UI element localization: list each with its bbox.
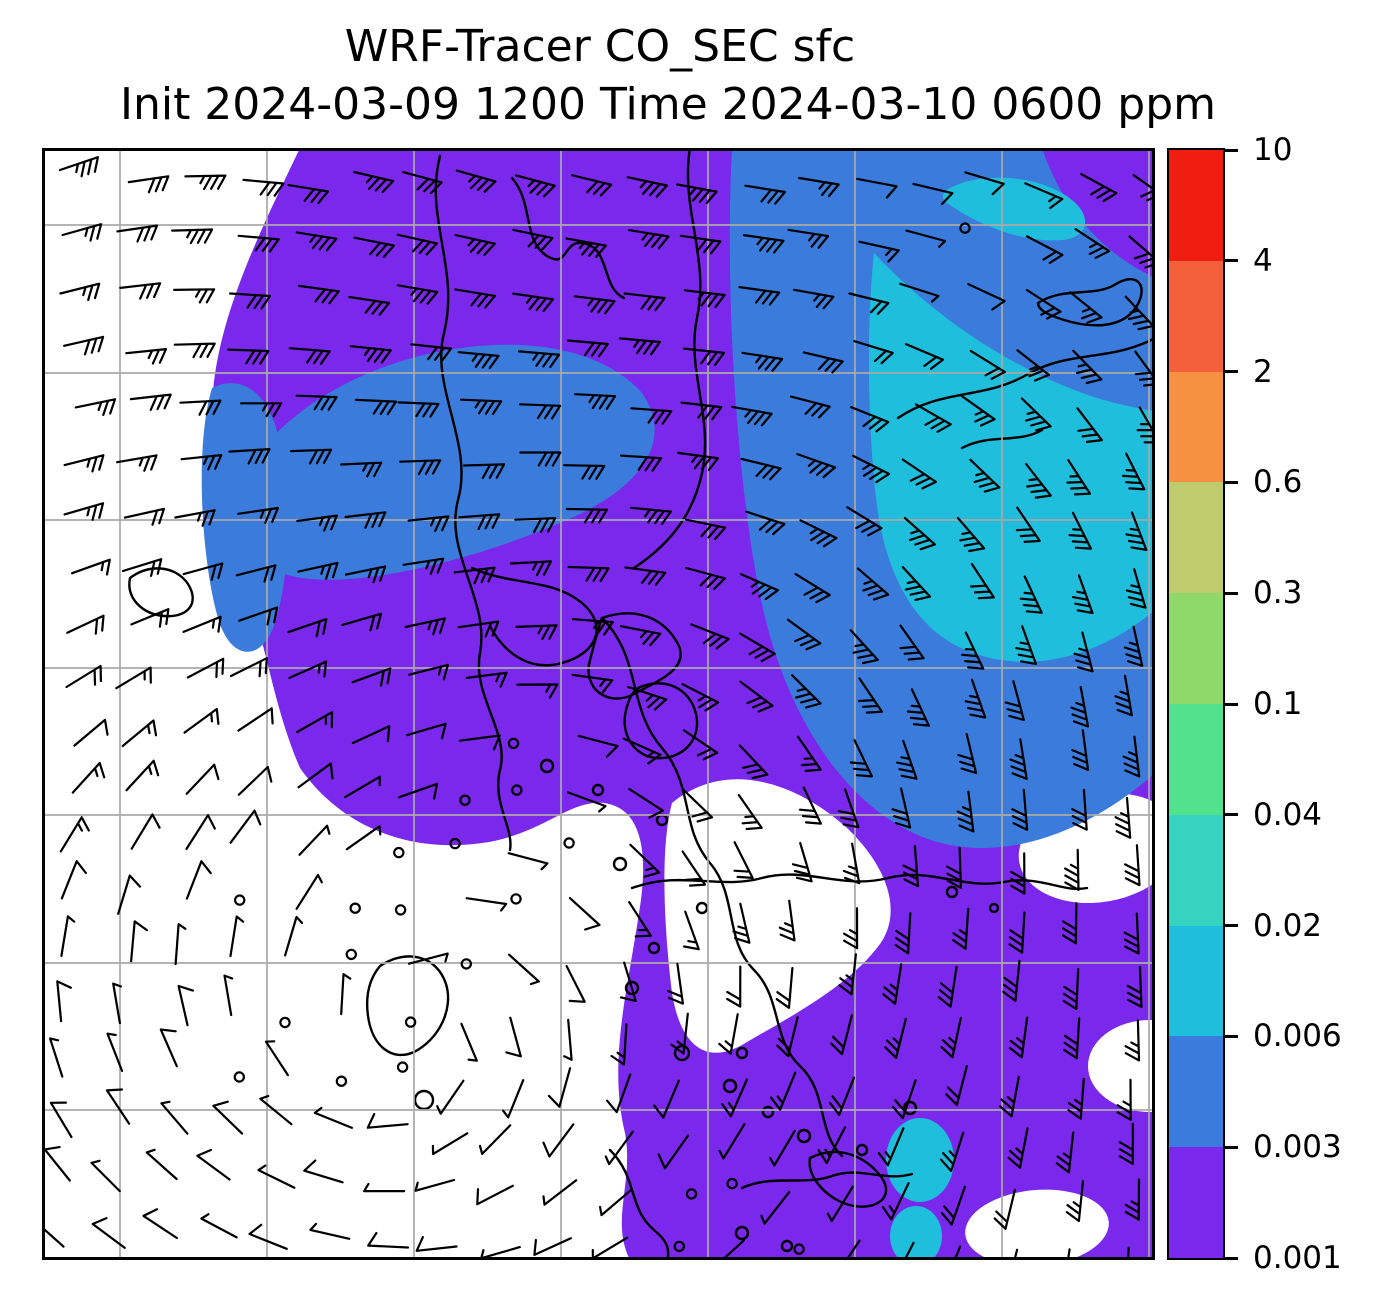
- colorbar-tick: [1225, 924, 1238, 928]
- colorbar-tick-label: 2: [1253, 353, 1273, 390]
- colorbar-segment: [1169, 1147, 1223, 1258]
- colorbar-segment: [1169, 482, 1223, 594]
- colorbar-tick-label: 4: [1253, 242, 1273, 279]
- colorbar-tick-label: 10: [1253, 132, 1293, 168]
- wind-barbs: [42, 156, 1155, 1260]
- colorbar-tick: [1225, 1145, 1238, 1149]
- colorbar-tick-label: 0.1: [1253, 686, 1303, 722]
- chart-title-line2: Init 2024-03-09 1200 Time 2024-03-10 060…: [119, 79, 1217, 130]
- colorbar-segment: [1169, 1036, 1223, 1148]
- colorbar-tick-label: 0.001: [1253, 1240, 1342, 1276]
- colorbar-tick-label: 0.3: [1253, 575, 1303, 612]
- colorbar-tick-label: 0.6: [1253, 464, 1303, 501]
- colorbar-tick: [1225, 259, 1238, 263]
- colorbar-tick: [1225, 702, 1238, 706]
- colorbar-tick: [1225, 591, 1238, 595]
- colorbar-tick-label: 0.003: [1253, 1129, 1342, 1166]
- colorbar-tick-label: 0.006: [1253, 1018, 1342, 1055]
- colorbar-tick-labels: 0.001 0.003 0.006 0.02 0.04 0.1 0.3 0.6 2 4 10: [1225, 132, 1398, 1276]
- gridlines: [42, 148, 1155, 1260]
- colorbar: [1167, 148, 1225, 1260]
- colorbar-tick: [1225, 1034, 1238, 1038]
- colorbar-segment: [1169, 814, 1223, 926]
- coastlines: [128, 148, 1155, 1260]
- colorbar-segment: [1169, 593, 1223, 704]
- colorbar-tick: [1225, 148, 1238, 152]
- colorbar-segment: [1169, 925, 1223, 1037]
- colorbar-segment: [1169, 703, 1223, 815]
- colorbar-tick: [1225, 370, 1238, 374]
- map-plot: [42, 148, 1155, 1260]
- colorbar-segment: [1169, 260, 1223, 372]
- colorbar-tick-label: 0.02: [1253, 907, 1323, 944]
- colorbar-segment: [1169, 371, 1223, 483]
- colorbar-tick: [1225, 813, 1238, 817]
- colorbar-tick: [1225, 480, 1238, 484]
- chart-title-line1: WRF-Tracer CO_SEC sfc: [344, 21, 856, 72]
- colorbar-tick-label: 0.04: [1253, 796, 1323, 833]
- contour-fill-regions: [201, 148, 1155, 1260]
- colorbar-tick: [1225, 1256, 1238, 1260]
- colorbar-segment: [1169, 150, 1223, 261]
- plot-border: [42, 148, 1155, 1260]
